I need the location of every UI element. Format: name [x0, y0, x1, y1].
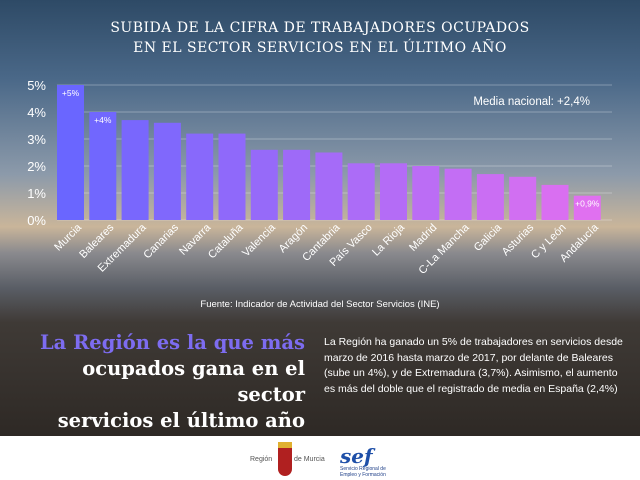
bar-La Rioja: [380, 163, 407, 220]
data-label: +0,9%: [575, 199, 600, 209]
bar-Valencia: [250, 149, 278, 220]
body-text: La Región ha ganado un 5% de trabajadore…: [324, 336, 623, 395]
y-tick-label: 0%: [27, 213, 46, 228]
data-label: +4%: [94, 115, 112, 125]
bar-Canarias: [153, 122, 181, 220]
sef-logo-subtitle: Servicio Regional de Empleo y Formación: [340, 466, 386, 478]
bar-C-La Mancha: [444, 168, 472, 220]
sef-logo: sef: [340, 444, 373, 468]
bar-Cantabria: [315, 152, 343, 220]
data-label: +5%: [62, 88, 80, 98]
bar-Asturias: [509, 176, 537, 220]
bar-Madrid: [412, 166, 440, 220]
bar-País Vasco: [347, 163, 375, 220]
region-logo-text-right: de Murcia: [294, 456, 325, 463]
headline: La Región es la que más ocupados gana en…: [10, 330, 305, 434]
region-logo-text-left: Región: [250, 456, 273, 463]
bar-Galicia: [476, 174, 504, 220]
x-tick-label: Canarias: [141, 221, 181, 261]
y-tick-label: 5%: [27, 78, 46, 93]
source-note: Fuente: Indicador de Actividad del Secto…: [200, 299, 440, 310]
bar-Baleares: [89, 112, 117, 220]
y-tick-label: 4%: [27, 105, 46, 120]
headline-line-2: ocupados gana en el sector: [82, 357, 305, 406]
x-tick-label: Cataluña: [206, 221, 246, 261]
y-tick-label: 1%: [27, 186, 46, 201]
x-tick-label: La Rioja: [370, 221, 408, 259]
headline-line-1: La Región es la que más: [39, 331, 305, 354]
region-murcia-shield-icon: [278, 442, 292, 476]
bar-Andalucía: [573, 195, 601, 220]
bar-Murcia: [57, 85, 84, 220]
bar-Aragón: [283, 149, 311, 220]
y-tick-label: 2%: [27, 159, 46, 174]
bar-Navarra: [186, 133, 214, 220]
bar-C y León: [541, 184, 569, 220]
title-line-1: SUBIDA DE LA CIFRA DE TRABAJADORES OCUPA…: [110, 20, 530, 36]
bar-Cataluña: [218, 133, 246, 220]
y-tick-label: 3%: [27, 132, 46, 147]
bar-chart: 0%1%2%3%4%5%Murcia+5%Baleares+4%Extremad…: [27, 78, 601, 261]
x-tick-label: Valencia: [240, 221, 278, 259]
chart-title: SUBIDA DE LA CIFRA DE TRABAJADORES OCUPA…: [0, 18, 640, 58]
title-line-2: EN EL SECTOR SERVICIOS EN EL ÚLTIMO AÑO: [133, 40, 507, 56]
bar-Extremadura: [121, 120, 149, 220]
national-average-annotation: Media nacional: +2,4%: [473, 96, 590, 108]
headline-line-3: servicios el último año: [57, 409, 305, 432]
logos: Región de Murcia sef Servicio Regional d…: [0, 440, 640, 480]
